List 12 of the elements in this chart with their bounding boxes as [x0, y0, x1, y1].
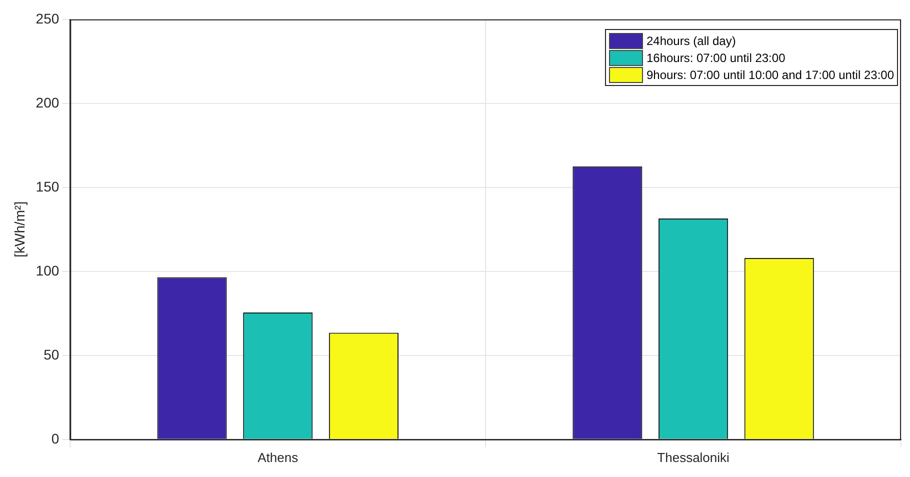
y-tick-label: 0 — [51, 430, 60, 446]
y-axis-title: [kWh/m²] — [11, 201, 28, 258]
y-tick-label: 250 — [36, 10, 60, 26]
y-tick-label: 200 — [36, 94, 60, 110]
legend-label: 16hours: 07:00 until 23:00 — [646, 50, 786, 65]
x-tick-label: Thessaloniki — [657, 450, 730, 465]
y-tick-label: 100 — [36, 262, 60, 278]
legend-label: 9hours: 07:00 until 10:00 and 17:00 until 23:00 — [646, 68, 894, 82]
legend-label: 24hours (all day) — [646, 34, 736, 48]
y-tick-label: 150 — [36, 178, 60, 194]
y-tick-label: 50 — [44, 346, 60, 362]
x-tick-label: Athens — [258, 450, 299, 465]
